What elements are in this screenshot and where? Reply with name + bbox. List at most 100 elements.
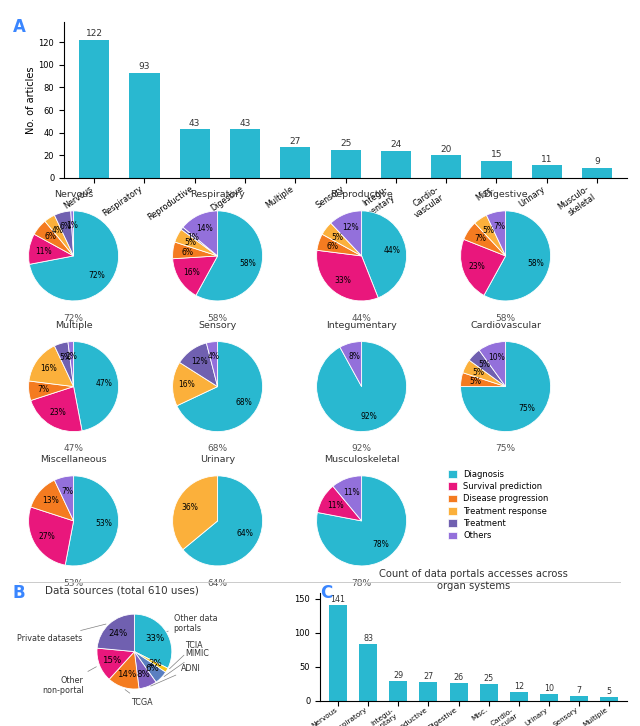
Text: 12%: 12% [342, 223, 358, 232]
Wedge shape [317, 250, 378, 301]
Wedge shape [340, 342, 362, 386]
Bar [481, 161, 511, 178]
Title: Reproductive: Reproductive [330, 190, 393, 199]
Text: 6%: 6% [60, 221, 72, 231]
Text: 23%: 23% [50, 409, 67, 417]
Wedge shape [134, 652, 168, 672]
Text: 11: 11 [541, 155, 552, 164]
Text: 83: 83 [363, 634, 373, 643]
Text: Private datasets: Private datasets [17, 624, 106, 643]
Text: 58%: 58% [495, 314, 516, 322]
Wedge shape [317, 476, 406, 566]
Bar [180, 129, 210, 178]
Text: 2%: 2% [148, 659, 163, 668]
Wedge shape [486, 211, 506, 256]
Text: 16%: 16% [40, 364, 57, 373]
Text: 27: 27 [290, 136, 301, 146]
Wedge shape [322, 223, 362, 256]
Text: Data sources (total 610 uses): Data sources (total 610 uses) [45, 586, 198, 596]
Text: 78%: 78% [372, 540, 390, 549]
Wedge shape [173, 242, 218, 258]
Text: ADNI: ADNI [151, 664, 201, 686]
Text: 5: 5 [607, 688, 612, 696]
Title: Miscellaneous: Miscellaneous [40, 455, 107, 464]
Text: 47%: 47% [63, 444, 84, 453]
Text: 58%: 58% [207, 314, 228, 322]
Wedge shape [175, 229, 218, 256]
Text: 13%: 13% [42, 496, 59, 505]
Wedge shape [31, 480, 74, 521]
Text: 47%: 47% [95, 379, 113, 388]
Text: B: B [13, 584, 26, 603]
Text: 15%: 15% [102, 656, 122, 665]
Wedge shape [207, 342, 218, 386]
Wedge shape [134, 614, 172, 668]
Bar [280, 147, 310, 178]
Title: Musculoskeletal: Musculoskeletal [324, 455, 399, 464]
Wedge shape [317, 486, 362, 521]
Wedge shape [173, 256, 218, 295]
Text: 14%: 14% [196, 224, 213, 233]
Wedge shape [464, 223, 506, 256]
Text: 29: 29 [393, 671, 403, 680]
Wedge shape [134, 652, 156, 689]
Text: 5%: 5% [332, 232, 344, 242]
Wedge shape [134, 652, 166, 682]
Wedge shape [109, 652, 139, 689]
Text: 2%: 2% [66, 351, 77, 361]
Text: 12: 12 [514, 682, 524, 691]
Text: 7: 7 [577, 686, 582, 695]
Text: 5%: 5% [184, 237, 196, 247]
Wedge shape [177, 342, 262, 431]
Text: C: C [320, 584, 332, 603]
Wedge shape [461, 372, 506, 386]
Wedge shape [54, 476, 74, 521]
Bar [532, 166, 562, 178]
Text: 53%: 53% [95, 519, 113, 529]
Text: 5%: 5% [59, 353, 71, 362]
Text: 27: 27 [423, 672, 433, 681]
Text: 7%: 7% [61, 486, 73, 496]
Text: 12%: 12% [191, 357, 208, 367]
Text: TCIA: TCIA [170, 642, 203, 669]
Wedge shape [333, 476, 362, 521]
Wedge shape [463, 360, 506, 386]
Wedge shape [29, 234, 74, 264]
Wedge shape [461, 240, 506, 295]
Bar [419, 682, 438, 701]
Wedge shape [196, 211, 262, 301]
Text: 5%: 5% [483, 226, 494, 235]
Text: 7%: 7% [493, 221, 505, 231]
Text: 68%: 68% [207, 444, 228, 453]
Wedge shape [45, 215, 74, 256]
Wedge shape [74, 342, 118, 431]
Bar [570, 696, 588, 701]
Wedge shape [317, 342, 406, 431]
Text: 36%: 36% [182, 503, 198, 513]
Wedge shape [173, 476, 218, 550]
Text: 92%: 92% [351, 444, 372, 453]
Text: MIMIC: MIMIC [164, 649, 209, 677]
Text: 24: 24 [390, 140, 401, 149]
Wedge shape [71, 211, 74, 256]
Text: 10%: 10% [488, 353, 504, 362]
Text: 44%: 44% [351, 314, 372, 322]
Wedge shape [479, 342, 506, 386]
Text: 5%: 5% [469, 378, 481, 386]
Y-axis label: No. of articles: No. of articles [26, 66, 36, 134]
Bar [582, 168, 612, 178]
Wedge shape [181, 227, 218, 256]
Bar [230, 129, 260, 178]
Bar [329, 605, 347, 701]
Bar [600, 697, 618, 701]
Text: 43: 43 [239, 118, 251, 128]
Title: Multiple: Multiple [55, 321, 92, 330]
Text: 8%: 8% [348, 352, 360, 362]
Wedge shape [484, 211, 550, 301]
Wedge shape [97, 648, 134, 680]
Title: Respiratory: Respiratory [190, 190, 245, 199]
Text: 64%: 64% [207, 579, 228, 587]
Wedge shape [317, 234, 362, 256]
Title: Sensory: Sensory [198, 321, 237, 330]
Bar [389, 681, 407, 701]
